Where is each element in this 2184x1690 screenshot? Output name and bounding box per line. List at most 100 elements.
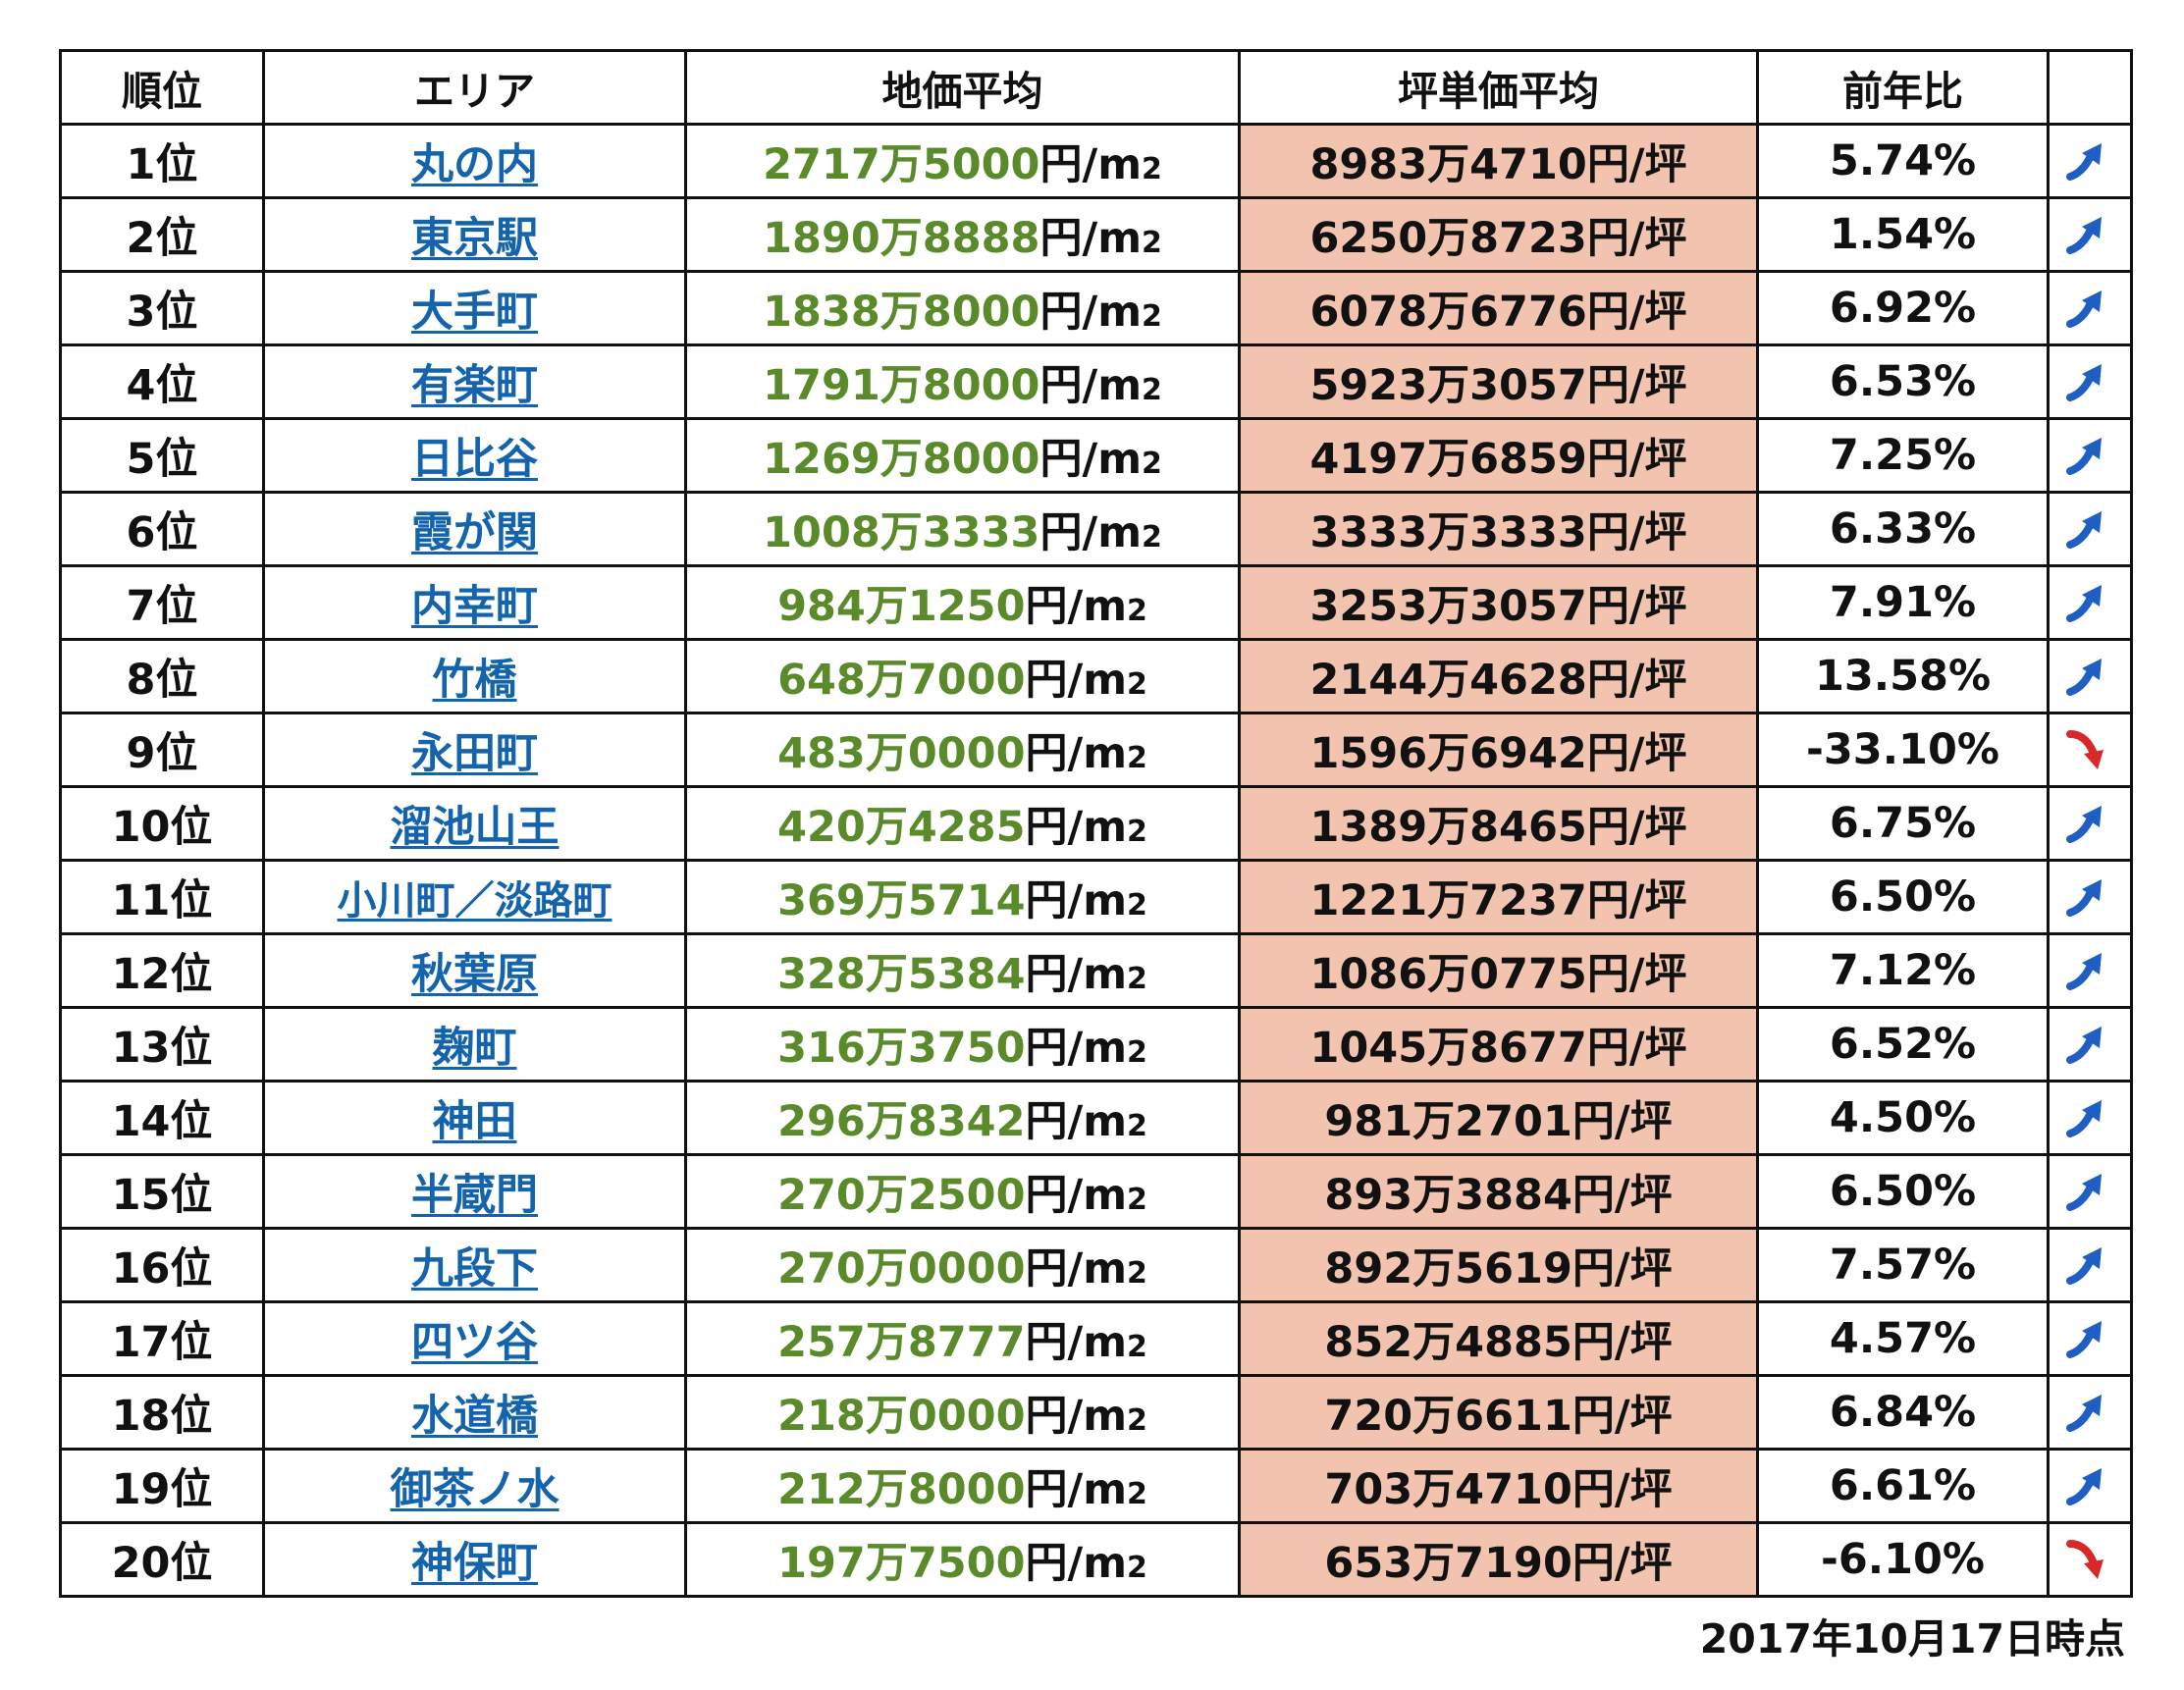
area-cell: 竹橋 bbox=[262, 638, 687, 714]
land-price-cell: 212万8000円/m2 bbox=[684, 1448, 1241, 1524]
table-row: 12位 秋葉原 328万5384円/m2 1086万0775円/坪 7.12% bbox=[59, 932, 2133, 1009]
land-unit-superscript: 2 bbox=[1127, 667, 1147, 702]
area-link[interactable]: 有楽町 bbox=[411, 361, 538, 410]
area-link[interactable]: 溜池山王 bbox=[390, 803, 559, 852]
area-link[interactable]: 御茶ノ水 bbox=[390, 1465, 559, 1514]
yoy-cell: 4.50% bbox=[1756, 1080, 2050, 1156]
rank-cell: 8位 bbox=[59, 638, 265, 714]
area-link[interactable]: 内幸町 bbox=[411, 582, 538, 631]
area-link[interactable]: 丸の内 bbox=[411, 140, 538, 189]
trend-up-arrow-icon bbox=[2066, 364, 2102, 401]
yoy-cell: 7.57% bbox=[1756, 1227, 2050, 1303]
area-link[interactable]: 水道橋 bbox=[411, 1392, 538, 1441]
land-price-value: 212万8000 bbox=[777, 1465, 1026, 1514]
area-link[interactable]: 日比谷 bbox=[411, 435, 538, 484]
table-row: 10位 溜池山王 420万4285円/m2 1389万8465円/坪 6.75% bbox=[59, 785, 2133, 862]
area-link[interactable]: 四ツ谷 bbox=[411, 1318, 538, 1367]
land-price-unit: 円/m2 bbox=[1039, 508, 1161, 557]
area-link[interactable]: 半蔵門 bbox=[411, 1171, 538, 1220]
area-link[interactable]: 麹町 bbox=[432, 1024, 517, 1073]
rank-cell: 12位 bbox=[59, 932, 265, 1009]
yoy-cell: 4.57% bbox=[1756, 1300, 2050, 1377]
area-cell: 秋葉原 bbox=[262, 932, 687, 1009]
land-price-unit: 円/m2 bbox=[1026, 1318, 1147, 1367]
rank-cell: 2位 bbox=[59, 196, 265, 273]
area-cell: 霞が関 bbox=[262, 491, 687, 567]
table-row: 11位 小川町／淡路町 369万5714円/m2 1221万7237円/坪 6.50% bbox=[59, 859, 2133, 935]
area-cell: 神田 bbox=[262, 1080, 687, 1156]
land-price-cell: 369万5714円/m2 bbox=[684, 859, 1241, 935]
table-row: 5位 日比谷 1269万8000円/m2 4197万6859円/坪 7.25% bbox=[59, 417, 2133, 494]
yoy-cell: 6.53% bbox=[1756, 343, 2050, 420]
table-row: 20位 神保町 197万7500円/m2 653万7190円/坪 -6.10% bbox=[59, 1521, 2133, 1598]
tsubo-price-unit: 円/坪 bbox=[1586, 361, 1687, 410]
land-unit-text: 円/m bbox=[1025, 582, 1128, 631]
land-price-value: 420万4285 bbox=[777, 803, 1026, 852]
area-link[interactable]: 大手町 bbox=[411, 288, 538, 337]
area-link[interactable]: 小川町／淡路町 bbox=[337, 878, 613, 924]
land-price-value: 328万5384 bbox=[777, 950, 1026, 999]
trend-up-arrow-icon bbox=[2066, 879, 2102, 917]
tsubo-price-unit: 円/坪 bbox=[1586, 435, 1687, 484]
tsubo-price-value: 6250万8723 bbox=[1309, 214, 1587, 263]
tsubo-price-cell: 3253万3057円/坪 bbox=[1238, 564, 1759, 641]
tsubo-price-unit: 円/坪 bbox=[1571, 1539, 1673, 1588]
trend-cell bbox=[2047, 1227, 2133, 1303]
trend-up-arrow-icon bbox=[2066, 953, 2102, 990]
area-link[interactable]: 秋葉原 bbox=[411, 950, 538, 999]
tsubo-price-unit: 円/坪 bbox=[1586, 1024, 1687, 1073]
area-link[interactable]: 霞が関 bbox=[411, 508, 538, 557]
tsubo-price-value: 1596万6942 bbox=[1309, 729, 1587, 778]
tsubo-price-value: 892万5619 bbox=[1324, 1244, 1572, 1294]
tsubo-price-value: 4197万6859 bbox=[1309, 435, 1587, 484]
trend-cell bbox=[2047, 564, 2133, 641]
land-unit-superscript: 2 bbox=[1127, 1477, 1147, 1511]
tsubo-price-unit: 円/坪 bbox=[1586, 288, 1687, 337]
header-trend bbox=[2047, 49, 2133, 126]
land-price-unit: 円/m2 bbox=[1026, 803, 1147, 852]
yoy-cell: 6.92% bbox=[1756, 270, 2050, 346]
land-price-unit: 円/m2 bbox=[1026, 1244, 1147, 1294]
land-price-value: 270万2500 bbox=[777, 1171, 1026, 1220]
trend-cell bbox=[2047, 712, 2133, 788]
trend-cell bbox=[2047, 123, 2133, 199]
tsubo-price-value: 1086万0775 bbox=[1309, 950, 1587, 999]
table-body: 1位 丸の内 2717万5000円/m2 8983万4710円/坪 5.74% 2位 東京駅… bbox=[59, 123, 2133, 1598]
land-price-cell: 218万0000円/m2 bbox=[684, 1374, 1241, 1451]
rank-cell: 5位 bbox=[59, 417, 265, 494]
area-cell: 半蔵門 bbox=[262, 1153, 687, 1230]
tsubo-price-value: 852万4885 bbox=[1324, 1318, 1572, 1367]
rank-cell: 11位 bbox=[59, 859, 265, 935]
rank-cell: 15位 bbox=[59, 1153, 265, 1230]
yoy-cell: 6.50% bbox=[1756, 1153, 2050, 1230]
area-link[interactable]: 東京駅 bbox=[411, 214, 538, 263]
tsubo-price-cell: 1389万8465円/坪 bbox=[1238, 785, 1759, 862]
land-price-unit: 円/m2 bbox=[1039, 288, 1161, 337]
table-row: 6位 霞が関 1008万3333円/m2 3333万3333円/坪 6.33% bbox=[59, 491, 2133, 567]
land-unit-superscript: 2 bbox=[1142, 299, 1162, 334]
area-link[interactable]: 永田町 bbox=[411, 729, 538, 778]
tsubo-price-cell: 653万7190円/坪 bbox=[1238, 1521, 1759, 1598]
tsubo-price-cell: 1045万8677円/坪 bbox=[1238, 1006, 1759, 1083]
area-link[interactable]: 神田 bbox=[432, 1097, 517, 1146]
land-unit-text: 円/m bbox=[1025, 1392, 1128, 1441]
trend-cell bbox=[2047, 343, 2133, 420]
land-unit-text: 円/m bbox=[1025, 803, 1128, 852]
area-cell: 水道橋 bbox=[262, 1374, 687, 1451]
area-link[interactable]: 神保町 bbox=[411, 1539, 538, 1588]
tsubo-price-cell: 8983万4710円/坪 bbox=[1238, 123, 1759, 199]
area-link[interactable]: 九段下 bbox=[411, 1244, 538, 1294]
land-price-value: 984万1250 bbox=[777, 582, 1026, 631]
area-cell: 日比谷 bbox=[262, 417, 687, 494]
trend-up-arrow-icon bbox=[2066, 290, 2102, 328]
land-price-value: 369万5714 bbox=[777, 876, 1026, 925]
land-unit-superscript: 2 bbox=[1142, 373, 1162, 407]
rank-cell: 3位 bbox=[59, 270, 265, 346]
trend-up-arrow-icon bbox=[2066, 438, 2102, 475]
land-price-cell: 1838万8000円/m2 bbox=[684, 270, 1241, 346]
rank-cell: 9位 bbox=[59, 712, 265, 788]
area-link[interactable]: 竹橋 bbox=[432, 656, 517, 705]
trend-up-arrow-icon bbox=[2066, 806, 2102, 843]
area-cell: 丸の内 bbox=[262, 123, 687, 199]
header-land-average: 地価平均 bbox=[684, 49, 1241, 126]
